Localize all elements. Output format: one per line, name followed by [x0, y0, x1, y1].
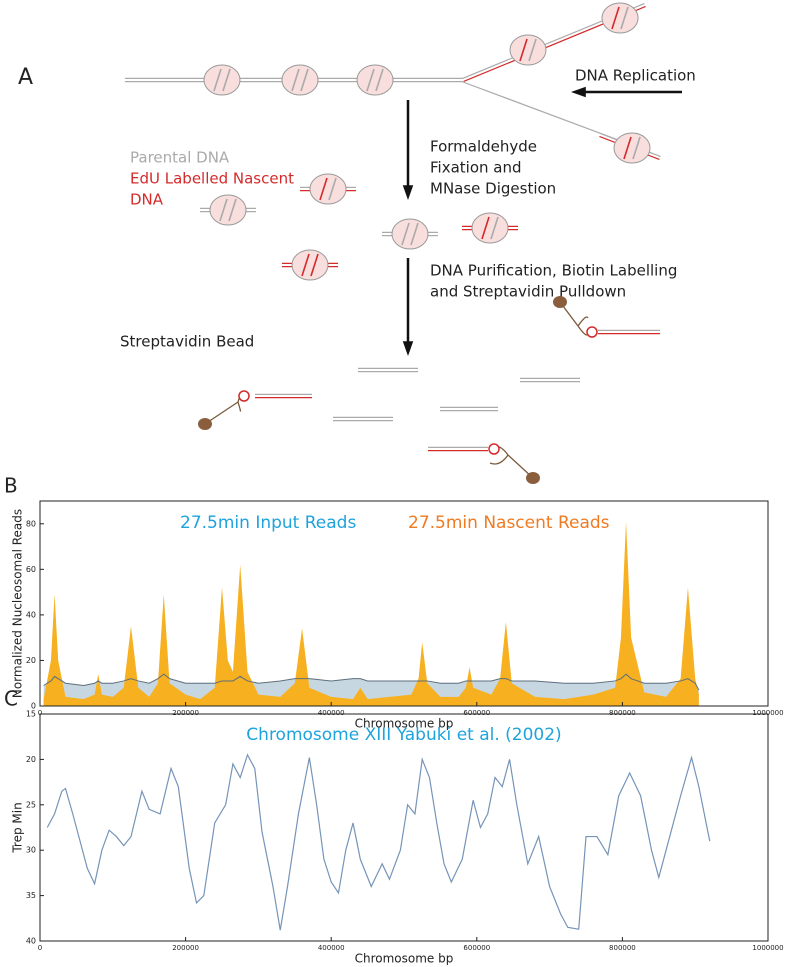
y-tick-label: 20: [26, 755, 36, 764]
nucleosome: [509, 34, 547, 66]
x-tick-label: 600000: [463, 944, 490, 952]
y-tick-label: 15: [26, 710, 36, 719]
x-tick-label: 800000: [609, 944, 636, 952]
nucleosome-stripe: [222, 68, 231, 92]
y-tick-label: 0: [31, 702, 36, 711]
nucleosome-stripe: [310, 253, 319, 277]
biotin: [238, 390, 250, 402]
nucleosome-stripe: [213, 68, 222, 92]
nucleosome: [471, 212, 509, 244]
nucleosome-stripe: [366, 68, 375, 92]
area: [43, 521, 699, 706]
x-tick-label: 600000: [463, 709, 490, 717]
nucleosome: [291, 249, 329, 281]
arrowhead: [402, 341, 414, 356]
nucleosome-stripe: [490, 216, 499, 240]
x-tick-label: 1000000: [752, 944, 783, 952]
biotin: [488, 443, 500, 455]
step-label: Fixation and: [430, 159, 522, 177]
step-label: and Streptavidin Pulldown: [430, 283, 626, 301]
nucleosome-stripe: [401, 222, 410, 246]
nucleosome-stripe: [481, 216, 490, 240]
x-tick-label: 400000: [318, 709, 345, 717]
nascent-label: EdU Labelled Nascent: [130, 170, 294, 188]
nucleosome-stripe: [301, 253, 310, 277]
nascent-label: DNA: [130, 191, 164, 209]
nucleosome-stripe: [375, 68, 384, 92]
plot-frame: [39, 713, 769, 942]
x-tick-label: 200000: [172, 944, 199, 952]
step-label: Formaldehyde: [430, 138, 537, 156]
x-tick-label: 800000: [609, 709, 636, 717]
bead: [553, 296, 567, 308]
x-tick-label: 200000: [172, 709, 199, 717]
x-tick-label: 400000: [318, 944, 345, 952]
nucleosome-stripe: [623, 136, 632, 160]
y-tick-label: 80: [26, 519, 36, 528]
nucleosome-stripe: [319, 177, 328, 201]
y-tick-label: 20: [26, 656, 36, 665]
line: [46, 753, 711, 931]
nucleosome-stripe: [300, 68, 309, 92]
y-axis-label: Trep Min: [11, 802, 25, 853]
panel-label: A: [18, 65, 33, 90]
x-tick-label: 0: [38, 944, 42, 952]
x-axis-label: Chromosome bp: [355, 717, 454, 731]
nucleosome: [203, 64, 241, 96]
nucleosome: [309, 173, 347, 205]
bead: [526, 472, 540, 484]
arrowhead: [571, 86, 586, 98]
nucleosome: [356, 64, 394, 96]
nucleosome-stripe: [328, 177, 337, 201]
panel-label: C: [4, 687, 18, 711]
nucleosome-stripe: [291, 68, 300, 92]
panel-label: B: [4, 474, 18, 498]
arrowhead: [402, 185, 414, 200]
nucleosome-stripe: [228, 198, 237, 222]
chart: C Chromosome XIII Yabuki et al. (2002) 15 2…: [4, 687, 784, 966]
chart-title: Chromosome XIII Yabuki et al. (2002): [246, 725, 561, 745]
y-tick-label: 25: [26, 800, 36, 809]
step-label: DNA Purification, Biotin Labelling: [430, 262, 677, 280]
nucleosome-stripe: [611, 6, 620, 30]
area-edge: [43, 673, 700, 691]
step-label: MNase Digestion: [430, 180, 556, 198]
nucleosome: [209, 194, 247, 226]
nucleosome-stripe: [519, 38, 528, 62]
y-tick-label: 30: [26, 846, 36, 855]
diagram: A DNA Replication Parental DNA EdU Label…: [18, 65, 696, 351]
nucleosome: [281, 64, 319, 96]
y-axis-label: Normalized Nucleosomal Reads: [11, 509, 25, 698]
biotin: [586, 326, 598, 338]
nucleosome: [613, 132, 651, 164]
x-tick-label: 0: [38, 709, 42, 717]
y-tick-label: 40: [26, 937, 36, 946]
nucleosome-stripe: [632, 136, 641, 160]
nucleosome: [601, 2, 639, 34]
nucleosome: [391, 218, 429, 250]
nucleosome-stripe: [410, 222, 419, 246]
bead-label: Streptavidin Bead: [120, 333, 254, 351]
x-axis-label: Chromosome bp: [355, 952, 454, 966]
plot-frame: [39, 500, 769, 707]
y-tick-label: 35: [26, 891, 36, 900]
y-tick-label: 60: [26, 565, 36, 574]
nucleosome-stripe: [528, 38, 537, 62]
x-tick-label: 1000000: [752, 709, 783, 717]
replication-label: DNA Replication: [575, 67, 696, 85]
bead: [198, 418, 212, 430]
chart: B 27.5min Input Reads 27.5min Nascent Read…: [4, 474, 784, 731]
y-tick-label: 40: [26, 610, 36, 619]
nucleosome-stripe: [219, 198, 228, 222]
legend-entry: 27.5min Nascent Reads: [408, 513, 610, 533]
nucleosome-stripe: [620, 6, 629, 30]
parental-label: Parental DNA: [130, 149, 230, 167]
legend-entry: 27.5min Input Reads: [180, 513, 356, 533]
